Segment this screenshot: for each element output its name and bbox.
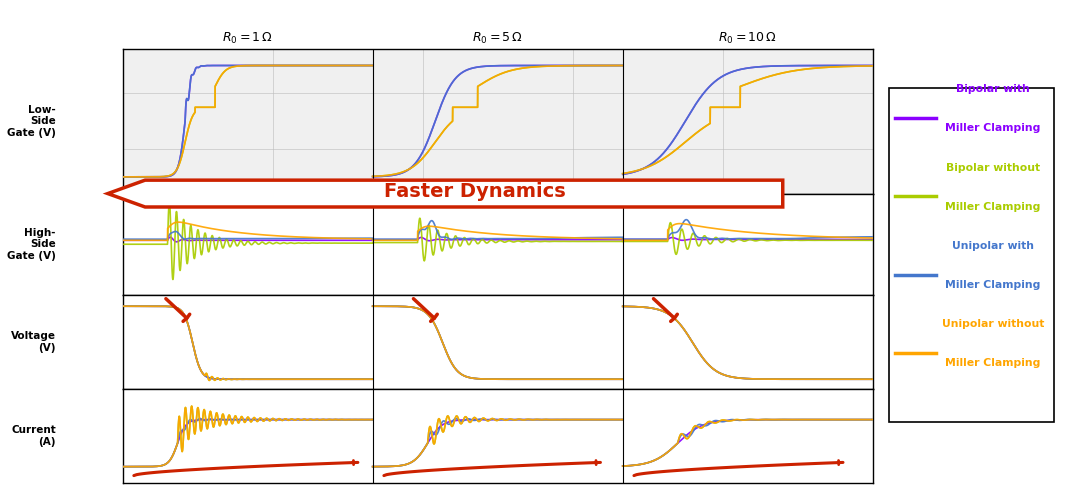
Text: Faster Dynamics: Faster Dynamics — [384, 182, 565, 201]
Y-axis label: Voltage
(V): Voltage (V) — [11, 331, 55, 353]
Y-axis label: High-
Side
Gate (V): High- Side Gate (V) — [7, 227, 55, 261]
Polygon shape — [108, 180, 782, 207]
Text: $R_0 = 5\,\Omega$: $R_0 = 5\,\Omega$ — [472, 31, 523, 46]
Y-axis label: Current
(A): Current (A) — [11, 425, 55, 447]
Text: Bipolar with: Bipolar with — [956, 84, 1030, 94]
Text: Miller Clamping: Miller Clamping — [946, 123, 1040, 134]
Text: Unipolar with: Unipolar with — [952, 241, 1034, 251]
Text: Miller Clamping: Miller Clamping — [946, 202, 1040, 212]
Text: $R_0 = 10\,\Omega$: $R_0 = 10\,\Omega$ — [718, 31, 777, 46]
Y-axis label: Low-
Side
Gate (V): Low- Side Gate (V) — [7, 104, 55, 138]
Text: Unipolar without: Unipolar without — [941, 319, 1044, 329]
Text: Miller Clamping: Miller Clamping — [946, 358, 1040, 368]
Text: Miller Clamping: Miller Clamping — [946, 280, 1040, 290]
Text: $R_0 = 1\,\Omega$: $R_0 = 1\,\Omega$ — [222, 31, 273, 46]
Text: Bipolar without: Bipolar without — [946, 163, 1039, 173]
FancyBboxPatch shape — [889, 88, 1053, 422]
